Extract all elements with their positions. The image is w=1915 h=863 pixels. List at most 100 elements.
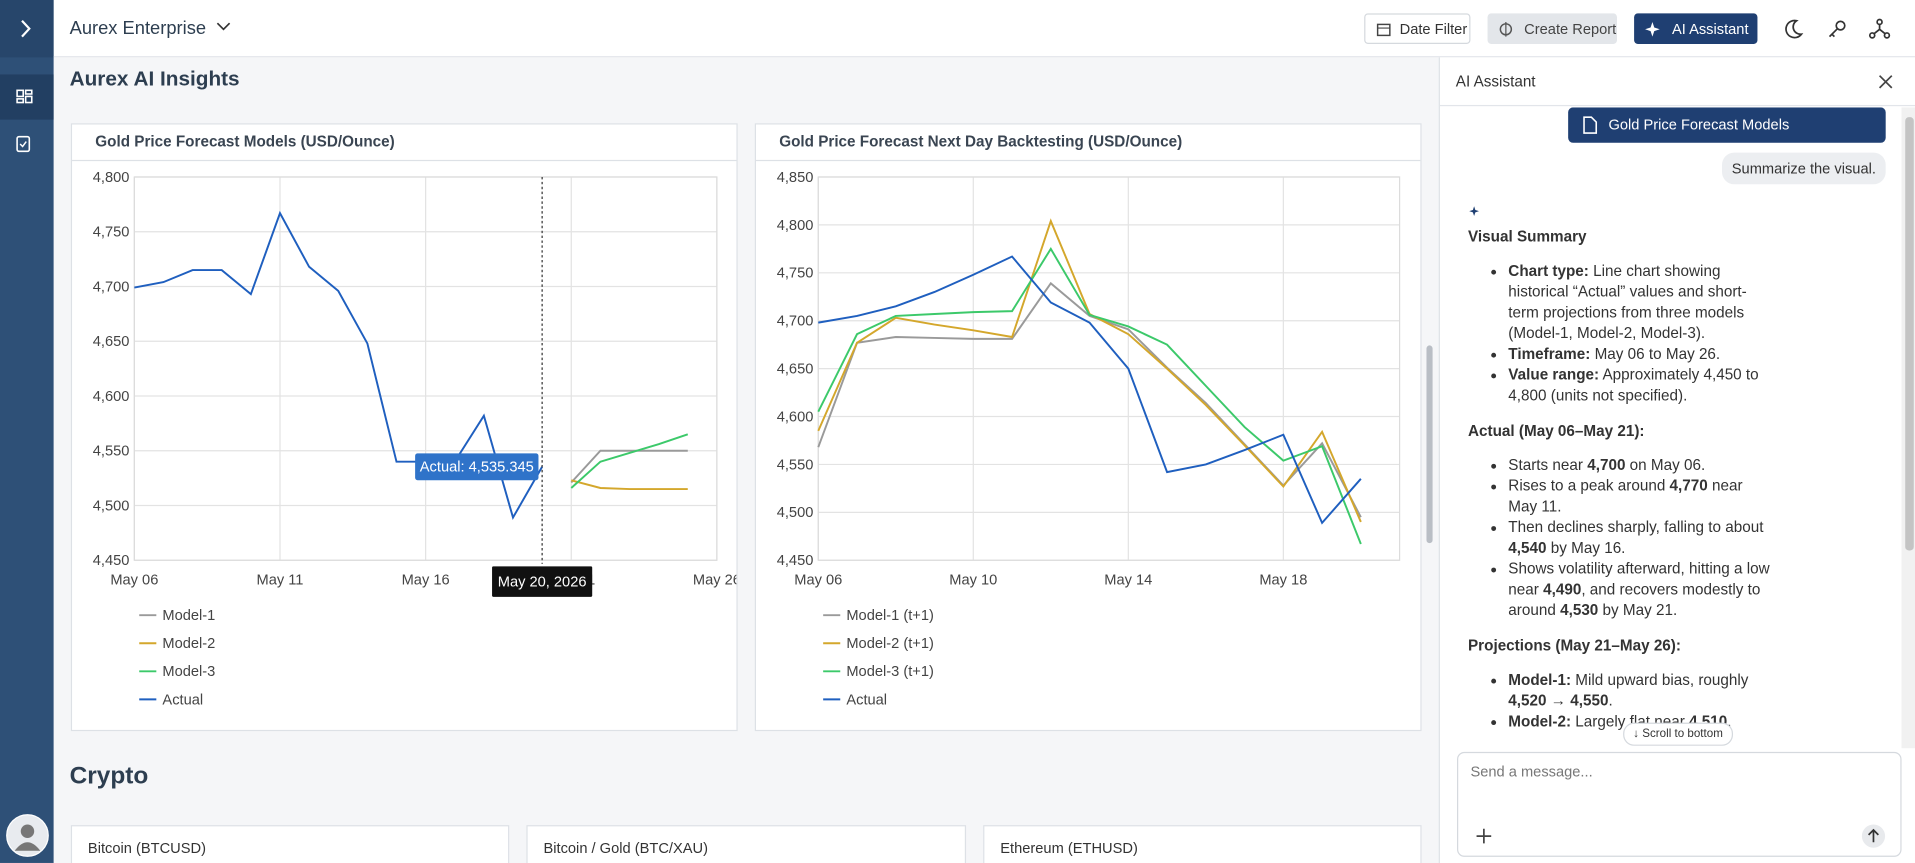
send-button[interactable]: [1861, 824, 1886, 848]
create-report-button[interactable]: Create Report: [1487, 13, 1618, 44]
add-attachment[interactable]: [1475, 828, 1492, 845]
network-icon[interactable]: [1868, 18, 1891, 39]
series-line: [817, 246, 1362, 545]
bullet: Shows volatility afterward, hitting a lo…: [1508, 559, 1773, 621]
text: near May 11.: [1508, 477, 1743, 516]
series-line: [817, 218, 1362, 523]
scrollbar-track: [1901, 107, 1915, 749]
header-icons: [1785, 18, 1891, 39]
series-line: [134, 210, 543, 521]
sidebar-toggle[interactable]: [0, 0, 54, 58]
text: by May 16.: [1546, 539, 1626, 557]
section-heading: Actual (May 06–May 21):: [1468, 422, 1645, 440]
legend-label: Model-1 (t+1): [846, 608, 934, 624]
ai-assistant-button[interactable]: AI Assistant: [1634, 13, 1758, 44]
section-title: Crypto: [69, 762, 149, 790]
scrollbar-thumb[interactable]: [1905, 117, 1914, 551]
card-title: Ethereum (ETHUSD): [1000, 839, 1138, 857]
x-tick-label: May 10: [949, 573, 997, 589]
bullet: Chart type: Line chart showing historica…: [1508, 261, 1773, 344]
legend-label: Model-2: [162, 636, 215, 652]
y-tick-label: 4,700: [93, 279, 130, 295]
x-tick-label: May 06: [794, 573, 842, 589]
bullet: Value range: Approximately 4,450 to 4,80…: [1508, 365, 1773, 407]
message-list: Gold Price Forecast Models (USD/Ounce).j…: [1440, 107, 1902, 804]
top-bar: Aurex Enterprise Date Filter Create Repo…: [53, 0, 1915, 58]
scrollbar[interactable]: [1426, 345, 1433, 544]
date-filter-button[interactable]: Date Filter: [1364, 13, 1471, 44]
chart-title: Gold Price Forecast Models (USD/Ounce): [72, 125, 737, 162]
legend-label: Model-1: [162, 608, 215, 624]
legend-label: Model-3 (t+1): [846, 664, 934, 680]
y-tick-label: 4,750: [777, 266, 814, 282]
button-label: Create Report: [1524, 20, 1617, 38]
section-title: Aurex AI Insights: [69, 67, 240, 91]
close-button[interactable]: [1877, 73, 1894, 90]
chart-title: Gold Price Forecast Next Day Backtesting…: [755, 125, 1421, 162]
scroll-to-bottom[interactable]: ↓ Scroll to bottom: [1623, 722, 1734, 746]
bold-text: 4,490: [1543, 581, 1582, 599]
y-tick-label: 4,600: [93, 389, 130, 405]
text: on May 06.: [1625, 456, 1706, 474]
bold-text: 4,700: [1587, 456, 1626, 474]
text: May 06 to May 26.: [1590, 345, 1721, 363]
x-tick-label: May 14: [1104, 573, 1152, 589]
nav-reports[interactable]: [0, 122, 54, 167]
bold-text: Model-1:: [1508, 671, 1572, 689]
bullet-list: Model-1: Mild upward bias, roughly 4,520…: [1468, 670, 1773, 732]
bold-text: 4,540: [1508, 539, 1547, 557]
bullet-list: Chart type: Line chart showing historica…: [1468, 261, 1773, 406]
chart-card: Gold Price Forecast Models (USD/Ounce): [70, 123, 738, 732]
x-tick-label: May 11: [257, 573, 304, 589]
message-input[interactable]: Send a message...: [1457, 751, 1902, 857]
y-tick-label: 4,700: [777, 314, 814, 330]
y-tick-label: 4,550: [93, 444, 130, 460]
y-tick-label: 4,850: [777, 170, 814, 186]
legend-label: Model-2 (t+1): [846, 636, 934, 652]
theme-toggle[interactable]: [1785, 19, 1804, 39]
card-title: Bitcoin / Gold (BTC/XAU): [543, 839, 708, 857]
attachment-chip[interactable]: Gold Price Forecast Models (USD/Ounce).j…: [1568, 107, 1886, 168]
bullet: Timeframe: May 06 to May 26.: [1508, 344, 1773, 365]
bold-text: Value range:: [1508, 366, 1600, 384]
settings-key[interactable]: [1828, 20, 1846, 38]
y-tick-label: 4,750: [93, 225, 130, 241]
tooltip-box: [415, 453, 539, 481]
text: .: [1608, 692, 1613, 710]
series-line: [570, 449, 688, 484]
divider: [1439, 104, 1915, 107]
input-placeholder: Send a message...: [1470, 762, 1593, 780]
bold-text: Model-2:: [1508, 712, 1572, 730]
tooltip-x-box: [492, 566, 593, 597]
workspace-selector[interactable]: Aurex Enterprise: [70, 18, 236, 39]
bold-text: Chart type:: [1508, 262, 1589, 280]
text: Approximately 4,450 to 4,800 (units not …: [1508, 366, 1759, 405]
plot-frame: [817, 176, 1401, 561]
nav-dashboard[interactable]: [0, 74, 54, 120]
x-tick-label: May 16: [402, 573, 450, 589]
series-line: [571, 479, 688, 491]
section-heading: Visual Summary: [1468, 228, 1587, 246]
bullet: Rises to a peak around 4,770 near May 11…: [1508, 476, 1773, 518]
y-tick-label: 4,450: [777, 553, 814, 569]
chart: 4,450 4,500 4,550 4,600 4,650 4,700 4,750 4,800…: [93, 170, 741, 708]
legend-label: Actual: [162, 692, 203, 708]
charts-layer: 4,450 4,500 4,550 4,600 4,650 4,700 4,750 4,800…: [93, 170, 1401, 708]
ai-icon: [1469, 206, 1479, 217]
bullet-list: Starts near 4,700 on May 06.Rises to a p…: [1468, 455, 1773, 621]
crypto-card: Bitcoin / Gold (BTC/XAU): [526, 825, 967, 863]
user-avatar[interactable]: [6, 814, 49, 857]
y-tick-label: 4,550: [777, 457, 814, 473]
bold-text: 4,770: [1669, 477, 1708, 495]
text: Line chart showing historical “Actual” v…: [1508, 262, 1747, 342]
section-heading: Projections (May 21–May 26):: [1468, 637, 1681, 655]
series-line: [570, 433, 689, 489]
x-tick-label: May 26: [693, 573, 741, 589]
series-line: [818, 255, 1362, 525]
text: Rises to a peak around: [1508, 477, 1670, 495]
x-tick-label: May 18: [1259, 573, 1307, 589]
sidebar: [0, 0, 54, 863]
y-tick-label: 4,500: [93, 498, 130, 514]
